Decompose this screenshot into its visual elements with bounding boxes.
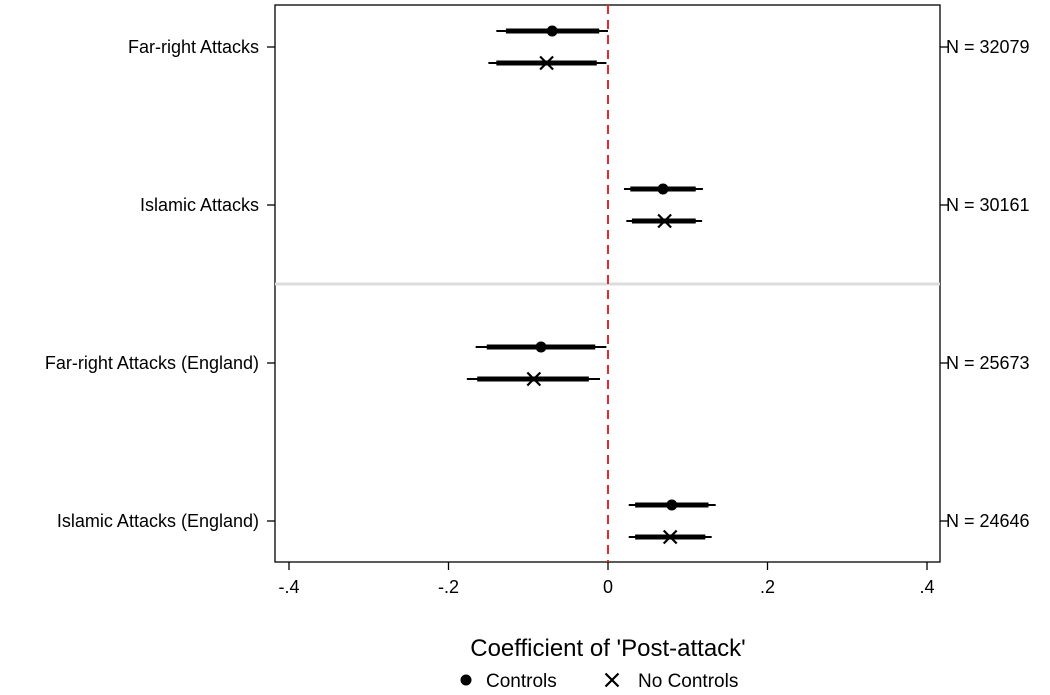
x-tick-label: -.4 <box>278 577 299 597</box>
point-marker-circle <box>657 183 669 195</box>
x-tick-label: .4 <box>919 577 934 597</box>
point-marker-x <box>539 55 554 71</box>
legend-label-no-controls: No Controls <box>638 671 738 692</box>
sample-size-labels: N = 32079 N = 30161 N = 25673 N = 24646 <box>940 37 1030 531</box>
y-axis-labels: Far-right Attacks Islamic Attacks Far-righ… <box>45 37 275 531</box>
legend: Controls No Controls <box>460 671 738 692</box>
x-axis: -.4 -.2 0 .2 .4 <box>278 562 935 597</box>
x-tick-label: .2 <box>760 577 775 597</box>
point-marker-circle <box>546 25 558 37</box>
point-marker-circle <box>666 499 678 511</box>
x-axis-title: Coefficient of 'Post-attack' <box>470 635 746 662</box>
legend-label-controls: Controls <box>486 671 557 692</box>
y-tick-label: Islamic Attacks (England) <box>57 511 259 531</box>
n-label: N = 32079 <box>946 37 1030 57</box>
point-marker-x <box>657 213 672 229</box>
y-tick-label: Far-right Attacks (England) <box>45 353 259 373</box>
point-marker-x <box>526 371 542 387</box>
plot-area <box>274 4 941 563</box>
point-marker-x <box>662 529 678 545</box>
y-tick-label: Far-right Attacks <box>128 37 259 57</box>
n-label: N = 25673 <box>946 353 1030 373</box>
n-label: N = 24646 <box>946 511 1030 531</box>
x-tick-label: 0 <box>603 577 613 597</box>
y-tick-label: Islamic Attacks <box>140 195 259 215</box>
legend-marker-circle <box>460 674 472 686</box>
legend-marker-x <box>604 672 620 688</box>
point-marker-circle <box>535 341 547 353</box>
x-tick-label: -.2 <box>438 577 459 597</box>
n-label: N = 30161 <box>946 195 1030 215</box>
